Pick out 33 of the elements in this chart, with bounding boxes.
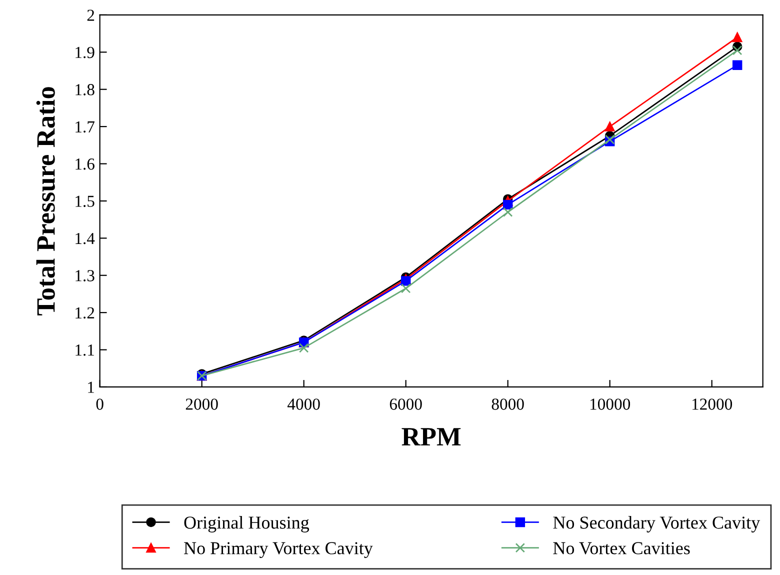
y-tick-label: 2 (87, 10, 94, 21)
y-tick-label: 1.3 (76, 270, 94, 282)
y-tick-label: 1.9 (76, 46, 94, 58)
point (732, 32, 742, 42)
point (502, 207, 513, 217)
point (400, 276, 411, 286)
x-tick-label: 4000 (288, 398, 320, 410)
x-tick-label: 8000 (492, 398, 524, 410)
y-tick-label: 1.4 (76, 232, 95, 244)
y-tick-label: 1 (88, 382, 94, 393)
point (298, 343, 309, 353)
y-axis-title: Total Pressure Ratio (36, 87, 55, 316)
y-tick-label: 1.7 (76, 121, 94, 133)
y-tick-label: 1.2 (76, 307, 94, 319)
point (400, 284, 411, 294)
legend-label: No Vortex Cavities (553, 542, 690, 554)
point (732, 45, 742, 56)
x-tick-label: 6000 (390, 398, 422, 410)
legend-label: Original Housing (184, 516, 310, 532)
x-tick-label: 10000 (590, 398, 630, 410)
y-tick-label: 1.5 (76, 196, 94, 207)
x-tick-label: 0 (96, 398, 104, 410)
y-tick-label: 1.8 (76, 84, 94, 96)
x-tick-label: 12000 (692, 398, 732, 410)
y-tick-label: 1.6 (76, 158, 94, 170)
point (604, 122, 615, 132)
legend-label: No Primary Vortex Cavity (184, 542, 373, 558)
point (732, 60, 742, 70)
x-tick-label: 2000 (186, 398, 218, 410)
x-axis-title: RPM (402, 428, 461, 446)
legend-label: No Secondary Vortex Cavity (553, 516, 760, 532)
y-tick-label: 1.1 (76, 344, 94, 356)
point (502, 200, 513, 210)
